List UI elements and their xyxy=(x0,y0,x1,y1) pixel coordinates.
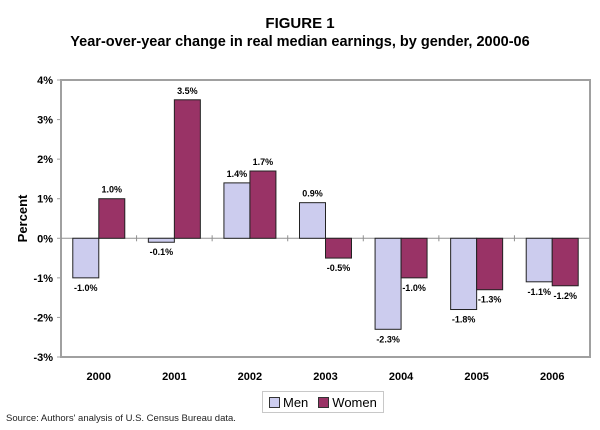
data-label-women: 3.5% xyxy=(177,86,198,96)
bar-men xyxy=(450,237,478,311)
data-label-women: -0.5% xyxy=(327,263,351,273)
bar-men xyxy=(223,182,251,239)
legend: Men Women xyxy=(262,391,384,413)
bar-women xyxy=(98,198,126,239)
figure-number: FIGURE 1 xyxy=(265,15,335,32)
bar-women xyxy=(551,237,579,287)
source-note: Source: Authors' analysis of U.S. Census… xyxy=(6,413,236,424)
legend-label-men: Men xyxy=(283,394,309,410)
y-tick-label: 3% xyxy=(37,115,53,127)
x-tick-label: 2001 xyxy=(162,371,186,383)
bar-men xyxy=(525,237,553,283)
y-axis-label: Percent xyxy=(15,194,30,242)
data-label-men: 0.9% xyxy=(302,189,323,199)
bar-men xyxy=(374,237,402,330)
legend-label-women: Women xyxy=(332,394,377,410)
x-tick-label: 2005 xyxy=(464,371,488,383)
bar-women xyxy=(400,237,428,279)
data-label-men: -1.1% xyxy=(527,287,551,297)
chart-title: Year-over-year change in real median ear… xyxy=(70,34,530,50)
y-tick-label: -3% xyxy=(33,352,53,364)
bar-men xyxy=(299,202,326,239)
legend-swatch-men xyxy=(269,396,280,408)
data-label-men: -1.8% xyxy=(452,315,476,325)
bar-women xyxy=(173,99,201,239)
data-label-women: 1.7% xyxy=(253,157,274,167)
data-label-women: -1.3% xyxy=(478,295,502,305)
data-label-men: -1.0% xyxy=(74,283,98,293)
legend-item-men: Men xyxy=(269,395,308,410)
y-tick-label: 4% xyxy=(37,75,53,87)
y-tick-label: 1% xyxy=(37,194,53,206)
bar-men xyxy=(147,237,175,243)
data-label-women: -1.0% xyxy=(402,283,426,293)
data-label-men: 1.4% xyxy=(227,169,248,179)
x-tick-label: 2004 xyxy=(389,371,414,383)
legend-item-women: Women xyxy=(318,395,377,410)
data-label-women: 1.0% xyxy=(102,185,123,195)
y-tick-label: -2% xyxy=(33,312,53,324)
bar-men xyxy=(72,237,100,279)
x-tick-label: 2000 xyxy=(87,371,111,383)
bar-women xyxy=(476,237,504,291)
x-tick-label: 2006 xyxy=(540,371,564,383)
y-tick-label: 2% xyxy=(37,154,53,166)
legend-swatch-women xyxy=(318,396,330,408)
y-tick-label: -1% xyxy=(33,273,53,285)
bar-women xyxy=(249,170,277,239)
x-tick-label: 2002 xyxy=(238,371,262,383)
data-label-men: -0.1% xyxy=(150,247,174,257)
data-label-women: -1.2% xyxy=(553,291,577,301)
data-label-men: -2.3% xyxy=(376,334,400,344)
bar-women xyxy=(325,237,352,259)
y-tick-label: 0% xyxy=(37,233,53,245)
x-tick-label: 2003 xyxy=(313,371,337,383)
